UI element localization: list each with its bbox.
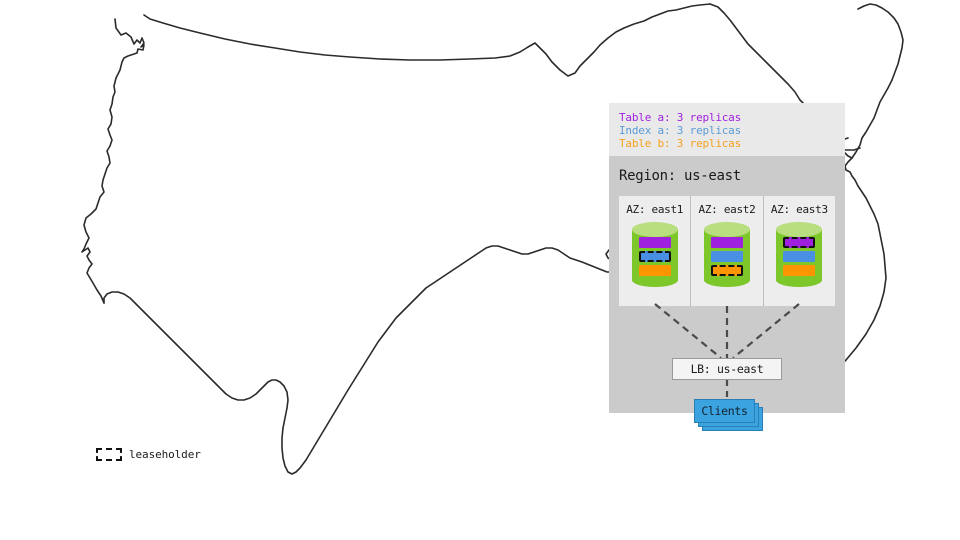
- replica-stack-east2: [704, 235, 750, 283]
- region-block: Region: us-east AZ: east1 AZ: east2: [609, 156, 845, 431]
- az-cell-east3[interactable]: AZ: east3: [764, 196, 835, 306]
- replica-stack-east1: [632, 235, 678, 283]
- database-node-east1[interactable]: [631, 222, 678, 288]
- az-label-east3: AZ: east3: [770, 203, 828, 216]
- replica-east2-table-b[interactable]: [710, 265, 743, 276]
- availability-zone-row: AZ: east1 AZ: east2: [619, 196, 835, 306]
- az-cell-east1[interactable]: AZ: east1: [619, 196, 692, 306]
- replica-east1-index-a[interactable]: [638, 251, 671, 262]
- load-balancer-label: LB: us-east: [690, 362, 764, 376]
- leaseholder-legend: leaseholder: [96, 448, 201, 461]
- replica-summary-row-1: Index a: 3 replicas: [619, 124, 742, 138]
- replica-east2-index-a[interactable]: [710, 251, 743, 262]
- az-cell-east2[interactable]: AZ: east2: [691, 196, 764, 306]
- replica-summary-row-2: Table b: 3 replicas: [619, 137, 742, 151]
- az-label-east1: AZ: east1: [626, 203, 684, 216]
- database-node-east3[interactable]: [776, 222, 823, 288]
- replica-summary: Table a: 3 replicas Index a: 3 replicas …: [609, 103, 845, 156]
- replica-stack-east3: [776, 235, 822, 283]
- replica-east1-table-b[interactable]: [638, 265, 671, 276]
- legend-label: leaseholder: [129, 448, 201, 461]
- database-node-east2[interactable]: [703, 222, 750, 288]
- load-balancer-box[interactable]: LB: us-east: [672, 358, 782, 380]
- clients-stack[interactable]: Clients: [694, 399, 764, 431]
- dashed-rect-icon: [96, 448, 122, 461]
- replica-east3-table-a[interactable]: [783, 237, 816, 248]
- cylinder-top: [631, 222, 678, 237]
- replica-summary-row-0: Table a: 3 replicas: [619, 111, 742, 124]
- clients-label: Clients: [701, 404, 748, 418]
- cylinder-top: [703, 222, 750, 237]
- clients-card-front[interactable]: Clients: [694, 399, 755, 423]
- region-title: Region: us-east: [619, 168, 741, 184]
- replica-east2-table-a[interactable]: [710, 237, 743, 248]
- replica-east3-index-a[interactable]: [783, 251, 816, 262]
- replica-east1-table-a[interactable]: [638, 237, 671, 248]
- cylinder-top: [776, 222, 823, 237]
- connector-east3-lb: [732, 303, 800, 359]
- connector-east1-lb: [654, 303, 722, 359]
- az-label-east2: AZ: east2: [698, 203, 756, 216]
- topology-panel: Table a: 3 replicas Index a: 3 replicas …: [609, 103, 845, 431]
- replica-east3-table-b[interactable]: [783, 265, 816, 276]
